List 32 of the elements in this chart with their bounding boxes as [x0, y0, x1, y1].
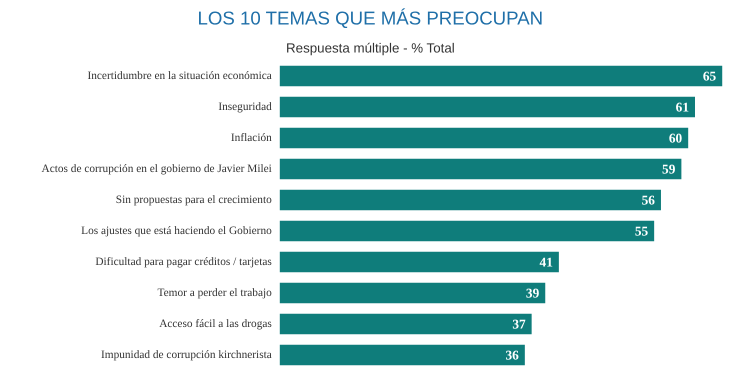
- y-tick-label: Dificultad para pagar créditos / tarjetas: [95, 256, 272, 268]
- bar: [280, 128, 688, 148]
- bar: [280, 66, 722, 86]
- data-label: 60: [668, 130, 683, 146]
- data-label: 37: [512, 316, 526, 332]
- bar: [280, 96, 695, 118]
- y-tick-label: Inseguridad: [218, 101, 272, 113]
- data-label: 36: [506, 348, 520, 362]
- y-tick-label: Acceso fácil a las drogas: [159, 318, 272, 330]
- y-tick-label: Actos de corrupción en el gobierno de Javier Milei: [42, 163, 272, 175]
- y-tick-label: Inflación: [230, 132, 272, 144]
- bar: [280, 220, 654, 242]
- y-tick-label: Incertidumbre en la situación económica: [87, 70, 272, 82]
- data-label: 41: [540, 254, 553, 270]
- y-tick-label: Sin propuestas para el crecimiento: [116, 194, 272, 206]
- y-tick-label: Temor a perder el trabajo: [157, 287, 272, 299]
- bar: [280, 344, 525, 366]
- bar: [280, 282, 546, 304]
- data-label: 56: [642, 192, 656, 208]
- data-label: 61: [676, 100, 689, 114]
- data-label: 65: [702, 68, 717, 84]
- bar: [280, 252, 559, 272]
- bar: [280, 314, 532, 334]
- y-tick-label: Los ajustes que está haciendo el Gobierno: [81, 225, 272, 237]
- bar: [280, 158, 682, 180]
- y-tick-label: Impunidad de corrupción kirchnerista: [100, 349, 272, 361]
- data-label: 55: [634, 224, 648, 238]
- chart-title: LOS 10 TEMAS QUE MÁS PREOCUPAN: [198, 8, 544, 28]
- data-label: 59: [662, 162, 676, 176]
- bar: [280, 190, 661, 210]
- data-label: 39: [526, 286, 540, 300]
- chart-subtitle: Respuesta múltiple - % Total: [286, 40, 455, 56]
